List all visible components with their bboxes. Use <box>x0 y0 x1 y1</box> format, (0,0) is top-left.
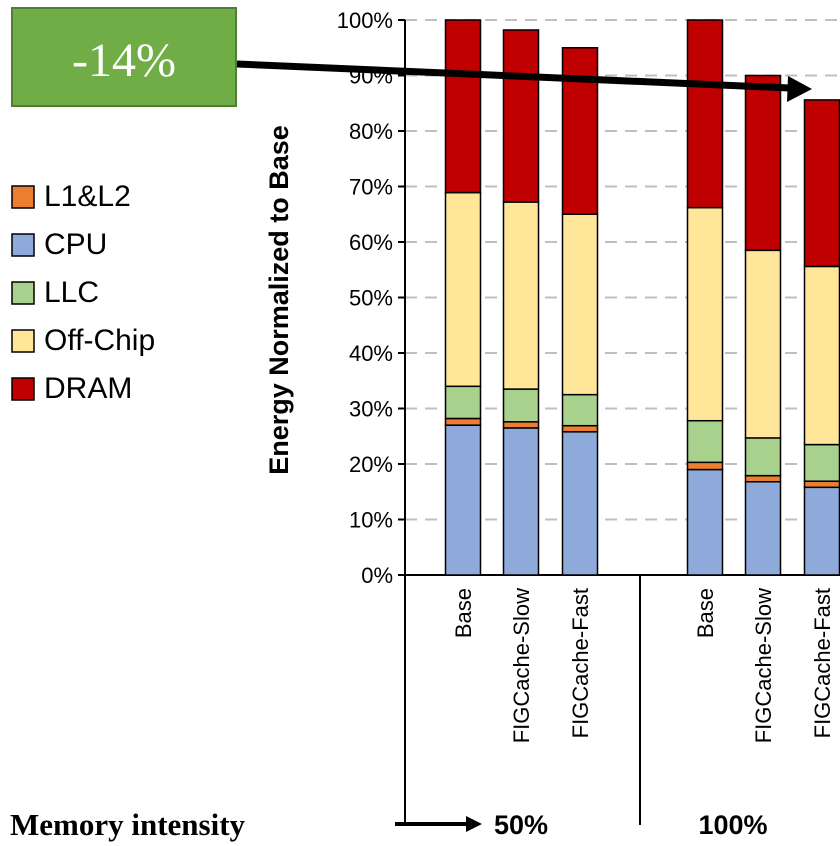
bar-segment-dram <box>561 47 599 215</box>
bar-segment-cpu <box>444 424 482 576</box>
legend-swatch <box>11 329 35 353</box>
y-tick-label: 30% <box>349 397 393 422</box>
bar-segment-l1-l2 <box>561 424 599 433</box>
bar-segment-off-chip <box>686 206 724 422</box>
category-label: FIGCache-Slow <box>751 588 776 743</box>
bar-segment-cpu <box>561 431 599 576</box>
bar-segment-dram <box>444 19 482 194</box>
bar-segment-llc <box>803 443 840 482</box>
bar-segment-llc <box>744 437 782 477</box>
bar-segment-llc <box>444 385 482 420</box>
legend-swatch <box>11 377 35 401</box>
y-tick-label: 100% <box>337 8 393 33</box>
bar-segment-off-chip <box>561 213 599 396</box>
y-tick-label: 80% <box>349 119 393 144</box>
bar-segment-dram <box>502 29 540 203</box>
annotation: -14% <box>11 7 812 107</box>
bar-segment-l1-l2 <box>686 461 724 471</box>
legend-label: L1&L2 <box>44 180 131 213</box>
bar-segment-cpu <box>502 427 540 576</box>
bar-segment-dram <box>744 74 782 252</box>
y-axis-label: Energy Normalized to Base <box>264 125 294 475</box>
group-labels: 50% 100% <box>404 575 768 840</box>
bar-segment-l1-l2 <box>803 480 840 489</box>
stacked-bars <box>444 19 840 576</box>
bar-segment-off-chip <box>803 265 840 446</box>
y-tick-label: 70% <box>349 175 393 200</box>
category-label: Base <box>451 588 476 638</box>
bar-segment-l1-l2 <box>744 474 782 483</box>
group-label: 100% <box>698 810 767 840</box>
category-label: FIGCache-Fast <box>810 588 835 738</box>
annotation-box <box>11 7 237 107</box>
bar-segment-dram <box>803 99 840 268</box>
legend-label: LLC <box>44 276 99 309</box>
arrow-head-icon <box>787 76 812 102</box>
bar-segment-l1-l2 <box>444 417 482 426</box>
memory-arrow-head-icon <box>466 816 482 832</box>
y-tick-label: 20% <box>349 452 393 477</box>
legend-label: DRAM <box>44 372 132 405</box>
bar-segment-cpu <box>686 468 724 576</box>
bar-segment-cpu <box>744 481 782 576</box>
bar-segment-llc <box>686 419 724 464</box>
y-tick-label: 60% <box>349 230 393 255</box>
y-axis: 0%10%20%30%40%50%60%70%80%90%100% <box>337 8 840 588</box>
bar-segment-llc <box>561 393 599 427</box>
annotation-label: -14% <box>72 34 176 87</box>
bar-segment-dram <box>686 19 724 209</box>
legend-swatch <box>11 185 35 209</box>
x-axis-title: Memory intensity <box>10 807 246 842</box>
legend: L1&L2 CPU LLC Off-Chip DRAM <box>11 180 155 405</box>
bar-segment-off-chip <box>444 191 482 388</box>
bar-segment-off-chip <box>502 201 540 390</box>
category-label: Base <box>693 588 718 638</box>
y-tick-label: 10% <box>349 508 393 533</box>
legend-swatch <box>11 233 35 257</box>
category-label: FIGCache-Fast <box>568 588 593 738</box>
category-labels: Base FIGCache-Slow FIGCache-Fast Base FIGCac… <box>451 588 835 743</box>
bar-segment-off-chip <box>744 249 782 439</box>
annotation-arrow <box>236 60 791 92</box>
legend-label: CPU <box>44 228 107 261</box>
legend-label: Off-Chip <box>44 324 155 357</box>
y-tick-label: 50% <box>349 286 393 311</box>
category-label: FIGCache-Slow <box>509 588 534 743</box>
y-tick-label: 0% <box>361 563 393 588</box>
y-tick-label: 40% <box>349 341 393 366</box>
group-label: 50% <box>494 810 548 840</box>
bar-segment-cpu <box>803 486 840 576</box>
bar-segment-llc <box>502 388 540 423</box>
bar-segment-l1-l2 <box>502 421 540 429</box>
legend-swatch <box>11 281 35 305</box>
